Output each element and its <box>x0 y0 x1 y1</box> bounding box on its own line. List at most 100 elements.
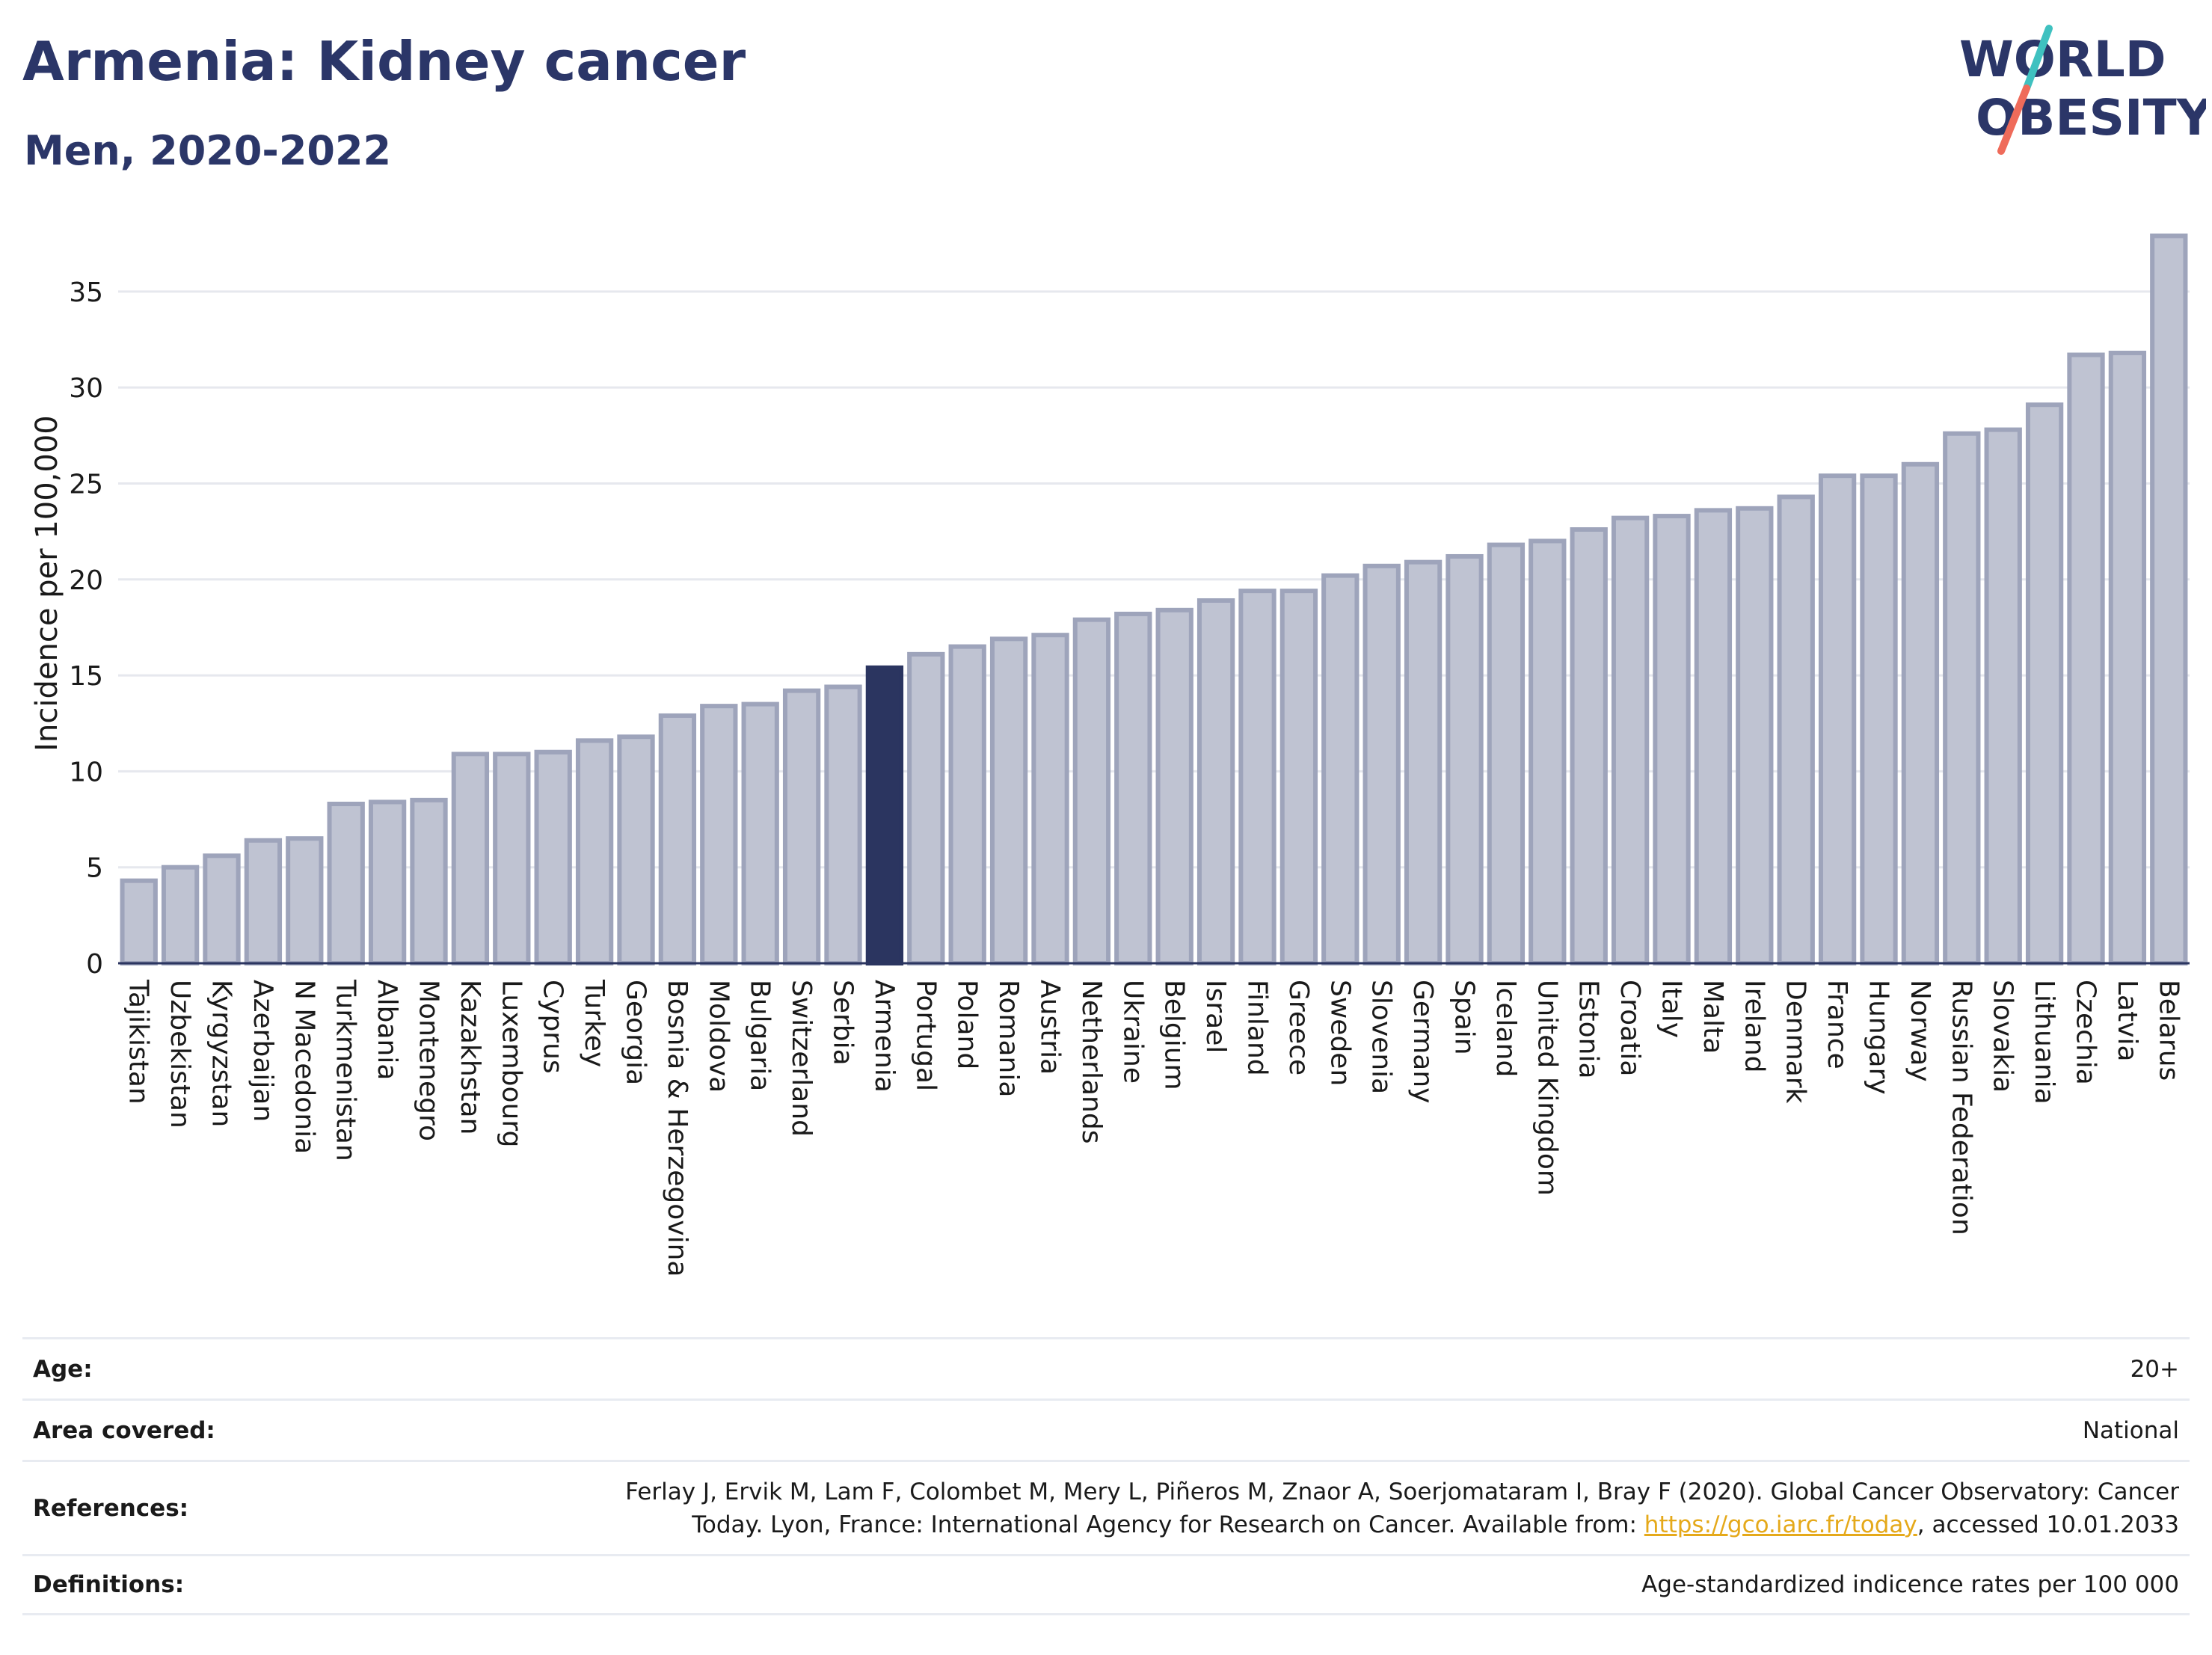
x-category-label: Iceland <box>1490 980 1521 1077</box>
bar <box>1901 461 1940 965</box>
x-category-label: Moldova <box>703 980 734 1093</box>
bar <box>1653 514 1691 965</box>
x-category-label: United Kingdom <box>1531 980 1562 1196</box>
references-label: References: <box>33 1494 189 1522</box>
bar <box>1362 563 1401 965</box>
meta-row-age: Age: 20+ <box>22 1337 2190 1398</box>
y-tick-labels: 0 5 10 15 20 25 30 35 <box>69 277 103 980</box>
y-tick-label: 5 <box>86 853 103 884</box>
bar <box>2067 352 2105 965</box>
page-subtitle: Men, 2020-2022 <box>24 127 392 174</box>
x-category-label: Azerbaijan <box>248 980 278 1122</box>
bar <box>451 752 490 965</box>
bar <box>824 684 862 965</box>
bar <box>989 636 1028 966</box>
x-category-label: Israel <box>1200 980 1231 1053</box>
y-tick-label: 25 <box>69 469 103 500</box>
bar <box>741 701 779 966</box>
bar <box>1155 607 1193 965</box>
x-category-label: Czechia <box>2071 980 2101 1085</box>
bar <box>368 799 407 966</box>
bar <box>1529 538 1567 965</box>
references-value: Ferlay J, Ervik M, Lam F, Colombet M, Me… <box>625 1476 2179 1541</box>
bar <box>1446 553 1484 965</box>
x-category-label: Poland <box>952 980 983 1069</box>
references-link[interactable]: https://gco.iarc.fr/today <box>1644 1511 1917 1538</box>
area-value: National <box>2082 1416 2179 1444</box>
bar <box>658 713 697 966</box>
x-category-label: Portugal <box>910 980 941 1091</box>
x-category-label: Netherlands <box>1076 980 1107 1143</box>
x-category-labels: Tajikistan Uzbekistan Kyrgyzstan Azerbaijan… <box>123 979 2184 1277</box>
x-category-label: Sweden <box>1324 980 1355 1086</box>
y-tick-label: 15 <box>69 661 103 692</box>
bar <box>534 749 572 965</box>
bar <box>1487 542 1526 965</box>
x-category-label: Bosnia & Herzegovina <box>662 980 692 1277</box>
world-obesity-logo: WORLD OBESITY <box>1959 25 2206 155</box>
x-category-label: Georgia <box>621 980 651 1085</box>
x-category-label: N Macedonia <box>289 980 319 1154</box>
x-category-label: Armenia <box>869 980 900 1093</box>
bar <box>782 688 821 965</box>
x-category-label: Bulgaria <box>745 980 775 1091</box>
x-category-label: Kazakhstan <box>455 980 485 1134</box>
x-category-label: Luxembourg <box>496 980 526 1147</box>
x-category-label: Russian Federation <box>1946 980 1976 1235</box>
metadata-table: Age: 20+ Area covered: National Referenc… <box>22 1337 2190 1615</box>
x-category-label: Uzbekistan <box>165 980 195 1129</box>
meta-row-area: Area covered: National <box>22 1398 2190 1460</box>
bar <box>1860 473 1898 965</box>
definitions-label: Definitions: <box>33 1571 185 1598</box>
bar <box>286 836 324 966</box>
definitions-value: Age-standardized indicence rates per 100… <box>1641 1571 2179 1598</box>
logo-slash-teal <box>2023 25 2053 92</box>
bar <box>948 644 986 965</box>
references-line2-prefix: Today. Lyon, France: International Agenc… <box>692 1511 1644 1538</box>
age-value: 20+ <box>2130 1355 2179 1383</box>
bar <box>1570 527 1608 965</box>
meta-row-definitions: Definitions: Age-standardized indicence … <box>22 1554 2190 1615</box>
y-tick-label: 0 <box>86 949 103 980</box>
x-category-label: Romania <box>993 980 1024 1097</box>
bar <box>700 704 738 966</box>
bar <box>1196 598 1235 965</box>
x-category-label: Latvia <box>2112 980 2142 1062</box>
bar-chart: 0 5 10 15 20 25 30 35 Tajikistan Uzbekistan Kyrgy… <box>30 233 2190 1277</box>
x-category-label: Finland <box>1242 980 1273 1076</box>
x-category-label: Greece <box>1283 980 1314 1075</box>
x-category-label: Hungary <box>1864 980 1894 1095</box>
bar <box>1404 559 1443 965</box>
x-category-label: France <box>1822 980 1852 1069</box>
page-title: Armenia: Kidney cancer <box>22 30 746 93</box>
x-category-label: Italy <box>1656 980 1687 1038</box>
x-category-label: Germany <box>1407 980 1438 1103</box>
bar <box>1736 506 1774 965</box>
x-category-label: Turkey <box>579 979 609 1067</box>
x-category-label: Ireland <box>1739 980 1769 1073</box>
y-tick-label: 30 <box>69 373 103 404</box>
bar <box>120 878 158 966</box>
x-category-label: Turkmenistan <box>331 979 361 1161</box>
y-axis-label: Incidence per 100,000 <box>30 415 64 752</box>
bar <box>244 838 283 965</box>
x-category-label: Switzerland <box>786 980 817 1137</box>
logo-text-world: WORLD <box>1959 31 2166 88</box>
bars <box>120 233 2188 966</box>
bar <box>203 853 241 965</box>
x-category-label: Slovakia <box>1988 980 2018 1093</box>
bar <box>1777 494 1815 965</box>
y-tick-label: 10 <box>69 757 103 787</box>
bar <box>1114 611 1152 965</box>
x-category-label: Estonia <box>1573 980 1604 1079</box>
bar <box>1611 515 1650 965</box>
logo-slash-coral <box>1997 85 2030 155</box>
x-category-label: Norway <box>1905 980 1935 1082</box>
x-category-label: Malta <box>1698 980 1728 1054</box>
x-category-label: Albania <box>372 980 402 1080</box>
x-category-label: Lithuania <box>2029 980 2059 1105</box>
meta-row-references: References: Ferlay J, Ervik M, Lam F, Co… <box>22 1460 2190 1554</box>
x-category-label: Denmark <box>1781 980 1811 1104</box>
bar <box>1031 633 1069 965</box>
bar <box>1321 573 1360 965</box>
